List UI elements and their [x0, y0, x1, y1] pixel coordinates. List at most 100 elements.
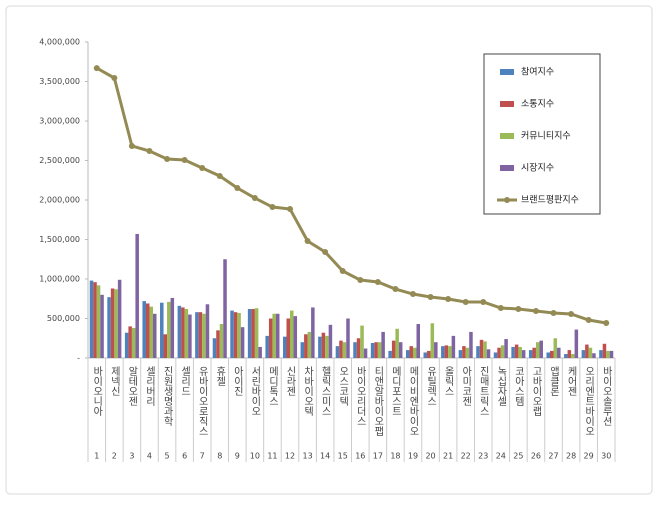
- bar: [93, 282, 97, 358]
- y-tick-label: 3,500,000: [39, 77, 80, 86]
- bar: [304, 334, 308, 358]
- bar: [223, 259, 227, 358]
- bar: [395, 328, 399, 358]
- bar: [377, 342, 382, 358]
- rank-label: 5: [165, 452, 170, 461]
- x-tick-label: 오리엔트바이오: [583, 366, 595, 436]
- bar: [363, 348, 368, 358]
- bar: [258, 346, 262, 358]
- bar: [486, 349, 491, 358]
- x-tick-label: 바이오니아: [91, 366, 103, 417]
- legend-swatch: [504, 197, 510, 203]
- bar: [564, 354, 568, 358]
- bar: [282, 336, 287, 358]
- bar: [268, 318, 273, 358]
- bar: [398, 342, 403, 358]
- x-tick-label: 케어젠: [565, 366, 577, 396]
- bar: [212, 338, 217, 358]
- bar: [219, 324, 224, 358]
- bar: [528, 350, 533, 358]
- x-tick-label: 휴젤: [214, 366, 226, 386]
- bar: [117, 279, 122, 358]
- rank-label: 7: [200, 452, 205, 461]
- y-tick-label: 4,000,000: [39, 38, 80, 47]
- bar: [353, 342, 357, 358]
- bar: [602, 343, 607, 358]
- bar: [275, 313, 280, 358]
- bar: [356, 338, 361, 358]
- rank-label: 20: [425, 452, 435, 461]
- bar: [599, 350, 603, 358]
- bar: [388, 350, 392, 358]
- bar: [405, 350, 410, 358]
- bar: [216, 330, 220, 358]
- bar: [441, 346, 445, 358]
- x-tick-label: 진원생명과학: [161, 366, 173, 427]
- bar: [479, 339, 484, 358]
- rank-label: 23: [478, 452, 488, 461]
- line-marker: [146, 148, 153, 155]
- x-tick-label: 진매트릭스: [477, 366, 489, 416]
- x-tick-label: 유바이오로직스: [196, 366, 208, 436]
- rank-label: 17: [373, 452, 383, 461]
- bar: [300, 342, 305, 358]
- bar: [149, 306, 153, 358]
- bar: [160, 302, 164, 358]
- rank-label: 26: [531, 452, 541, 461]
- bar: [465, 347, 470, 358]
- x-tick-label: 녹십자셀: [495, 366, 507, 406]
- bar: [427, 350, 431, 358]
- bar: [592, 353, 596, 358]
- line-marker: [269, 204, 276, 211]
- bar: [124, 332, 129, 358]
- bar: [550, 350, 554, 358]
- line-marker: [216, 172, 223, 179]
- bar: [100, 294, 104, 358]
- line-marker: [532, 307, 539, 314]
- bar: [202, 313, 206, 358]
- x-tick-label: 메디포스트: [389, 366, 401, 416]
- legend-swatch: [500, 69, 514, 75]
- bar: [233, 312, 238, 358]
- bar: [546, 352, 551, 358]
- bar: [272, 313, 276, 358]
- rank-label: 28: [566, 452, 576, 461]
- bar: [574, 329, 579, 358]
- bar: [114, 289, 118, 358]
- line-marker: [251, 195, 258, 202]
- rank-label: 13: [302, 452, 312, 461]
- y-tick-label: -: [77, 354, 80, 363]
- legend-label: 참여지수: [521, 66, 554, 78]
- bar: [409, 346, 413, 358]
- bar: [184, 309, 189, 358]
- y-tick-label: 2,000,000: [39, 196, 80, 205]
- rank-label: 11: [267, 452, 277, 461]
- rank-label: 24: [496, 452, 506, 461]
- line-marker: [445, 295, 452, 302]
- bar: [606, 350, 610, 358]
- rank-label: 29: [584, 452, 594, 461]
- bar: [107, 297, 111, 358]
- bar: [609, 350, 614, 358]
- bar: [391, 340, 396, 358]
- x-tick-label: 서린바이오: [249, 366, 261, 416]
- legend-swatch: [500, 101, 514, 107]
- y-tick-label: 1,500,000: [39, 235, 80, 244]
- x-tick-label: 앱클론: [548, 366, 560, 396]
- bar: [131, 327, 136, 358]
- bar: [374, 342, 378, 358]
- bar: [360, 325, 364, 358]
- line-marker: [93, 65, 100, 72]
- rank-label: 27: [548, 452, 558, 461]
- bar: [567, 350, 572, 358]
- x-tick-label: 알테오젠: [126, 366, 138, 406]
- bar: [170, 297, 175, 358]
- bar: [167, 301, 171, 358]
- bar: [430, 323, 435, 358]
- rank-label: 9: [235, 452, 240, 461]
- bar: [251, 309, 255, 358]
- y-tick-label: 2,500,000: [39, 156, 80, 165]
- bar: [321, 332, 326, 358]
- x-tick-label: 코아스템: [512, 366, 524, 406]
- x-tick-label: 셀리버리: [143, 366, 155, 407]
